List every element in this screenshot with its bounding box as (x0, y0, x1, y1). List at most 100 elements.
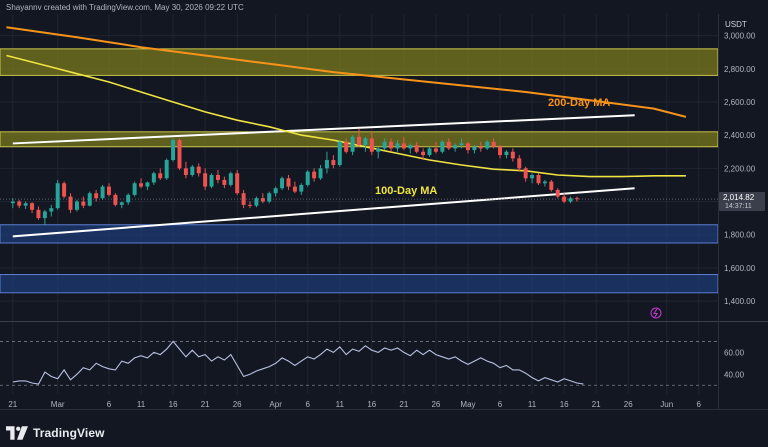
candle-body (433, 148, 438, 152)
rsi-tick-label: 40.00 (724, 370, 745, 379)
candle-body (440, 141, 445, 152)
rsi-tick-label: 60.00 (724, 348, 745, 357)
candle-body (42, 211, 47, 219)
x-tick-label: 26 (233, 400, 242, 409)
candle-body (286, 178, 291, 187)
candle-body (113, 194, 118, 205)
candle-body (260, 198, 265, 202)
candle-body (94, 193, 99, 199)
candle-body (491, 141, 496, 147)
candle-body (331, 160, 336, 166)
y-tick-label: 1,400.00 (724, 297, 756, 306)
x-tick-label: 26 (431, 400, 440, 409)
y-tick-label: 1,600.00 (724, 264, 756, 273)
tradingview-logo-icon (6, 426, 28, 440)
x-tick-label: 16 (367, 400, 376, 409)
currency-label: USDT (725, 20, 747, 29)
candle-body (542, 181, 547, 184)
candle-body (100, 186, 105, 199)
candle-body (517, 158, 522, 169)
y-tick-label: 2,200.00 (724, 164, 756, 173)
candle-body (139, 183, 144, 187)
candle-body (337, 141, 342, 166)
candle-body (446, 141, 451, 149)
ma100-line (6, 54, 686, 178)
x-tick-label: Mar (51, 400, 65, 409)
chart-credit: Shayannv created with TradingView.com, M… (6, 3, 244, 12)
trendline-lower (12, 187, 635, 238)
candle-body (177, 140, 182, 169)
candle-body (132, 183, 137, 195)
candle-body (408, 145, 413, 149)
current-price-label: 2,014.82 (723, 193, 755, 202)
candle-body (292, 186, 297, 192)
candles (0, 128, 718, 225)
candle-body (36, 209, 41, 219)
demand-zone (0, 274, 719, 294)
candle-body (273, 188, 278, 194)
candle-body (401, 143, 406, 149)
candle-body (203, 173, 208, 187)
x-tick-label: 21 (592, 400, 601, 409)
candle-body (49, 208, 54, 212)
candle-body (10, 201, 15, 204)
candle-body (478, 146, 483, 149)
candle-body (395, 143, 400, 149)
candle-body (382, 141, 387, 149)
candle-body (498, 146, 503, 156)
candle-body (389, 141, 394, 149)
candle-body (555, 189, 560, 197)
candle-body (472, 146, 477, 151)
candle-body (549, 181, 554, 190)
x-tick-label: 11 (137, 400, 146, 409)
brand: TradingView (6, 424, 105, 442)
candle-body (350, 136, 355, 152)
trendlines (12, 114, 635, 238)
candle-body (74, 201, 79, 210)
candle-body (280, 178, 285, 189)
y-tick-label: 2,600.00 (724, 98, 756, 107)
candle-body (158, 173, 163, 179)
ma200-annotation: 200-Day MA (548, 97, 610, 109)
candle-body (312, 171, 317, 179)
candle-body (30, 203, 35, 210)
x-tick-label: 21 (8, 400, 17, 409)
candle-body (23, 203, 28, 206)
candle-body (183, 168, 188, 175)
candle-body (574, 198, 579, 200)
brand-name: TradingView (33, 426, 105, 440)
candle-body (209, 174, 214, 187)
candle-body (568, 198, 573, 202)
rsi-pane (0, 321, 768, 386)
candle-body (453, 145, 458, 149)
event-marker-icon (650, 307, 662, 319)
y-tick-label: 3,000.00 (724, 32, 756, 41)
x-tick-label: 6 (697, 400, 702, 409)
ma200-line (6, 26, 687, 118)
candle-body (504, 151, 509, 156)
candle-body (215, 174, 220, 180)
candle-body (87, 193, 92, 206)
candle-body (414, 145, 419, 152)
x-tick-label: 11 (336, 400, 345, 409)
candle-body (164, 160, 169, 179)
x-tick-label: May (460, 400, 475, 409)
candle-body (145, 182, 150, 187)
x-tick-label: 16 (169, 400, 178, 409)
candle-body (421, 151, 426, 156)
candle-body (427, 148, 432, 156)
x-tick-label: Apr (269, 400, 282, 409)
candle-body (126, 194, 131, 203)
candle-body (119, 202, 124, 205)
x-tick-label: 26 (624, 400, 633, 409)
x-tick-label: 21 (201, 400, 210, 409)
candle-body (81, 201, 86, 206)
candle-body (17, 201, 22, 206)
x-tick-label: 6 (107, 400, 112, 409)
candle-body (267, 193, 272, 202)
candle-body (530, 174, 535, 179)
price-tag-bg (719, 192, 765, 212)
candle-body (254, 198, 259, 206)
x-tick-label: Jun (660, 400, 673, 409)
